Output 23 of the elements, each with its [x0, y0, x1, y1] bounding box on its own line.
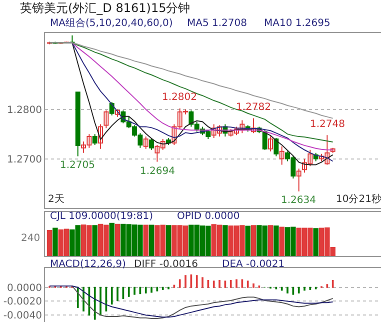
annotation: 1.2782	[236, 102, 271, 113]
text: 10分21秒	[336, 193, 381, 205]
y-tick-label: 0.0000	[7, 282, 42, 294]
text: MA5 1.2708	[187, 18, 247, 29]
annotation: 1.2705	[60, 160, 95, 171]
y-tick-label: -0.0020	[3, 296, 42, 308]
annotation: MACD(12,26,9)	[50, 259, 126, 270]
y-tick-label: 1.2700	[7, 154, 42, 166]
text: MA10 1.2695	[264, 18, 330, 29]
text: 240	[21, 233, 40, 244]
annotation: DEA -0.0021	[222, 259, 285, 270]
annotation: DIFF -0.0016	[134, 259, 198, 270]
y-tick-label: 1.2800	[7, 104, 42, 116]
annotation: 1.2634	[281, 195, 316, 206]
annotation: 1.2748	[310, 119, 345, 130]
chart-title: 英镑美元(外汇_D 8161)15分钟	[20, 1, 190, 16]
text: CJL 109.0000(19:81)	[50, 211, 154, 222]
y-tick-label: -0.0040	[3, 310, 42, 322]
annotation: 2天	[48, 194, 64, 205]
annotation: 1.2802	[162, 92, 197, 103]
text: MA组合(5,10,20,40,60,0)	[50, 17, 173, 29]
annotation: 1.2694	[140, 166, 175, 177]
text: OPID 0.0000	[177, 211, 240, 222]
